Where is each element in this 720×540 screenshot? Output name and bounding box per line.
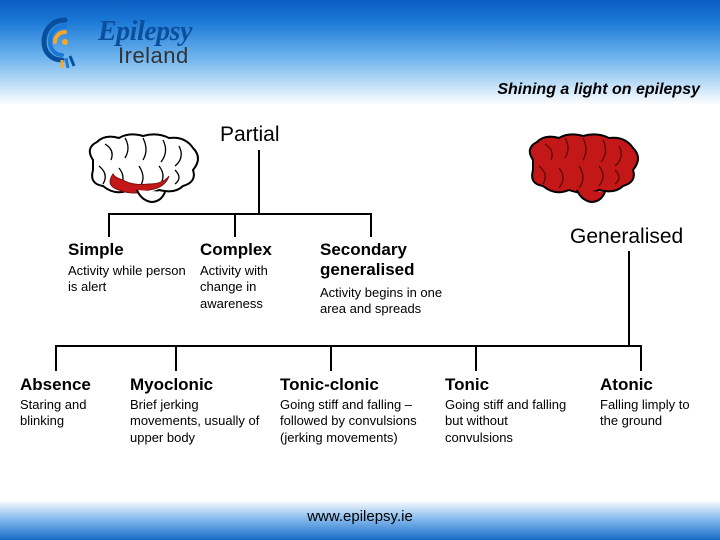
logo-line1: Epilepsy <box>98 19 192 46</box>
tree-line <box>108 213 370 215</box>
simple-desc: Activity while person is alert <box>68 263 188 296</box>
tagline: Shining a light on epilepsy <box>497 81 700 99</box>
tonic-name: Tonic <box>445 375 489 395</box>
tree-line <box>330 345 332 371</box>
logo: Epilepsy Ireland <box>38 16 192 70</box>
brain-generalised-icon <box>515 130 645 208</box>
tonicclonic-name: Tonic-clonic <box>280 375 379 395</box>
myoclonic-name: Myoclonic <box>130 375 213 395</box>
tree-line <box>628 251 630 345</box>
tree-line <box>258 150 260 213</box>
myoclonic-desc: Brief jerking movements, usually of uppe… <box>130 397 260 446</box>
tree-line <box>108 213 110 237</box>
logo-line2: Ireland <box>118 46 192 67</box>
atonic-desc: Falling limply to the ground <box>600 397 710 430</box>
generalised-title: Generalised <box>570 225 683 249</box>
simple-name: Simple <box>68 240 124 260</box>
footer-banner: www.epilepsy.ie <box>0 500 720 540</box>
tree-line <box>234 213 236 237</box>
logo-text: Epilepsy Ireland <box>98 19 192 66</box>
partial-title: Partial <box>220 123 280 147</box>
secgen-desc: Activity begins in one area and spreads <box>320 285 470 318</box>
tonic-desc: Going stiff and falling but without conv… <box>445 397 575 446</box>
secgen-name: Secondary generalised <box>320 240 460 280</box>
tree-line <box>640 345 642 371</box>
tree-line <box>55 345 57 371</box>
atonic-name: Atonic <box>600 375 653 395</box>
absence-desc: Staring and blinking <box>20 397 110 430</box>
header-banner: Epilepsy Ireland Shining a light on epil… <box>0 0 720 105</box>
logo-swirl-icon <box>38 16 92 70</box>
complex-desc: Activity with change in awareness <box>200 263 310 312</box>
tree-line <box>55 345 640 347</box>
brain-partial-icon <box>75 130 205 208</box>
tree-line <box>475 345 477 371</box>
diagram-canvas: Partial Generalised Simple Activity whil… <box>0 105 720 500</box>
tree-line <box>175 345 177 371</box>
footer-url: www.epilepsy.ie <box>307 508 413 525</box>
complex-name: Complex <box>200 240 272 260</box>
absence-name: Absence <box>20 375 91 395</box>
tonicclonic-desc: Going stiff and falling – followed by co… <box>280 397 430 446</box>
tree-line <box>370 213 372 237</box>
